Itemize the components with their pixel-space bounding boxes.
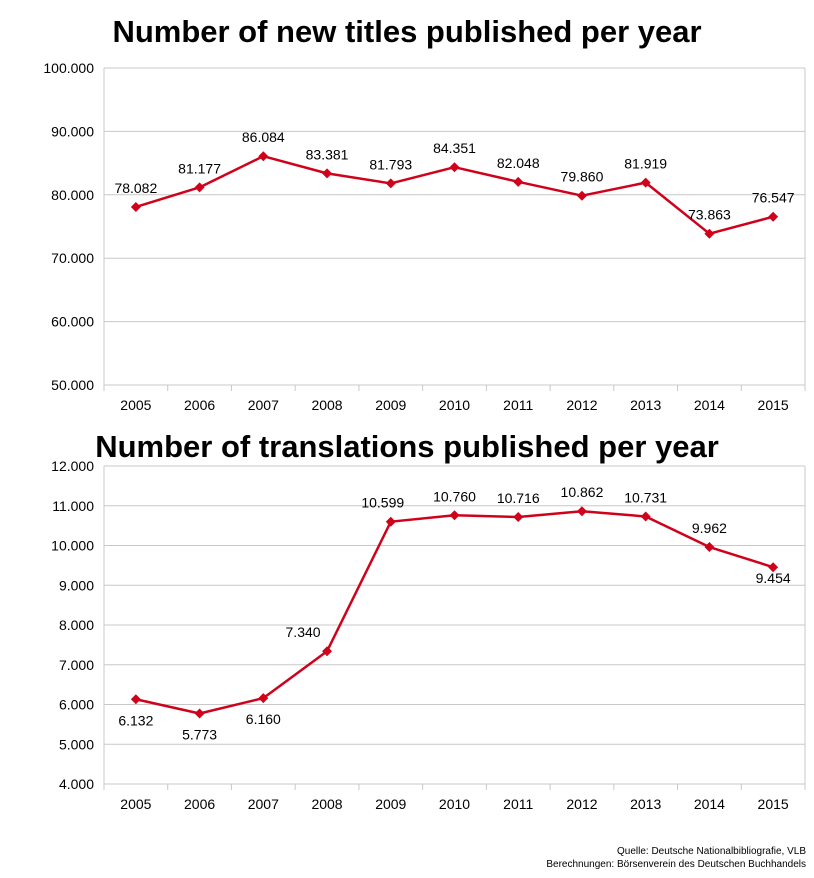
y-tick-label: 80.000 <box>51 187 94 203</box>
y-tick-label: 6.000 <box>59 697 94 713</box>
data-point <box>640 177 651 188</box>
x-tick-label: 2012 <box>566 796 597 812</box>
x-tick-label: 2011 <box>503 397 533 413</box>
x-tick-label: 2005 <box>120 397 151 413</box>
data-point <box>513 512 524 523</box>
x-tick-label: 2015 <box>758 397 789 413</box>
data-point <box>130 694 141 705</box>
y-tick-label: 5.000 <box>59 736 94 752</box>
data-point <box>322 168 333 179</box>
y-tick-label: 90.000 <box>51 123 94 139</box>
data-label: 10.599 <box>361 495 404 511</box>
x-tick-label: 2007 <box>248 397 279 413</box>
x-tick-label: 2008 <box>311 796 342 812</box>
data-label: 78.082 <box>114 180 157 196</box>
y-tick-label: 60.000 <box>51 314 94 330</box>
data-label: 5.773 <box>182 727 217 743</box>
data-point <box>449 510 460 521</box>
x-tick-label: 2013 <box>630 397 661 413</box>
data-label: 10.731 <box>624 489 667 505</box>
data-label: 79.860 <box>561 169 604 185</box>
data-point <box>258 693 269 704</box>
x-tick-label: 2015 <box>758 796 789 812</box>
data-label: 9.454 <box>756 570 791 586</box>
data-point <box>385 516 396 527</box>
data-label: 81.793 <box>369 156 412 172</box>
x-tick-label: 2014 <box>694 397 725 413</box>
data-label: 86.084 <box>242 129 285 145</box>
data-point <box>322 646 333 657</box>
data-point <box>704 542 715 553</box>
data-label: 7.340 <box>286 624 321 640</box>
data-label: 10.760 <box>433 488 476 504</box>
data-label: 83.381 <box>306 146 349 162</box>
x-tick-label: 2008 <box>311 397 342 413</box>
y-tick-label: 11.000 <box>52 498 94 514</box>
y-tick-label: 50.000 <box>51 377 94 393</box>
x-tick-label: 2012 <box>566 397 597 413</box>
source-note: Quelle: Deutsche Nationalbibliografie, V… <box>617 846 806 857</box>
x-tick-label: 2007 <box>248 796 279 812</box>
data-label: 6.160 <box>246 711 281 727</box>
x-tick-label: 2011 <box>503 796 533 812</box>
data-point <box>130 201 141 212</box>
data-point <box>513 176 524 187</box>
y-tick-label: 12.000 <box>51 458 94 474</box>
y-tick-label: 100.000 <box>43 60 94 76</box>
data-label: 9.962 <box>692 520 727 536</box>
data-point <box>704 228 715 239</box>
data-label: 82.048 <box>497 155 540 171</box>
x-tick-label: 2010 <box>439 397 470 413</box>
x-tick-label: 2013 <box>630 796 661 812</box>
data-point <box>576 190 587 201</box>
calculation-note: Berechnungen: Börsenverein des Deutschen… <box>546 859 806 870</box>
y-tick-label: 10.000 <box>51 538 94 554</box>
chart-title-new-titles: Number of new titles published per year <box>112 14 702 49</box>
x-tick-label: 2014 <box>694 796 725 812</box>
x-tick-label: 2006 <box>184 397 215 413</box>
x-tick-label: 2005 <box>120 796 151 812</box>
data-label: 10.862 <box>561 484 604 500</box>
data-label: 81.919 <box>624 156 667 172</box>
chart-title-translations: Number of translations published per yea… <box>95 429 719 464</box>
x-tick-label: 2010 <box>439 796 470 812</box>
y-tick-label: 9.000 <box>59 577 94 593</box>
data-point <box>768 211 779 222</box>
y-tick-label: 70.000 <box>51 250 94 266</box>
data-label: 76.547 <box>752 190 795 206</box>
data-point <box>258 151 269 162</box>
y-tick-label: 7.000 <box>59 657 94 673</box>
x-tick-label: 2009 <box>375 796 406 812</box>
data-label: 10.716 <box>497 490 540 506</box>
data-point <box>449 162 460 173</box>
data-point <box>640 511 651 522</box>
data-label: 81.177 <box>178 160 221 176</box>
data-point <box>576 506 587 517</box>
y-tick-label: 8.000 <box>59 617 94 633</box>
data-label: 73.863 <box>688 207 731 223</box>
series-line <box>135 509 774 715</box>
data-point <box>768 562 779 573</box>
data-label: 6.132 <box>118 712 153 728</box>
x-tick-label: 2009 <box>375 397 406 413</box>
data-point <box>194 708 205 719</box>
x-tick-label: 2006 <box>184 796 215 812</box>
data-point <box>385 178 396 189</box>
data-point <box>194 182 205 193</box>
data-label: 84.351 <box>433 140 476 156</box>
y-tick-label: 4.000 <box>59 776 94 792</box>
